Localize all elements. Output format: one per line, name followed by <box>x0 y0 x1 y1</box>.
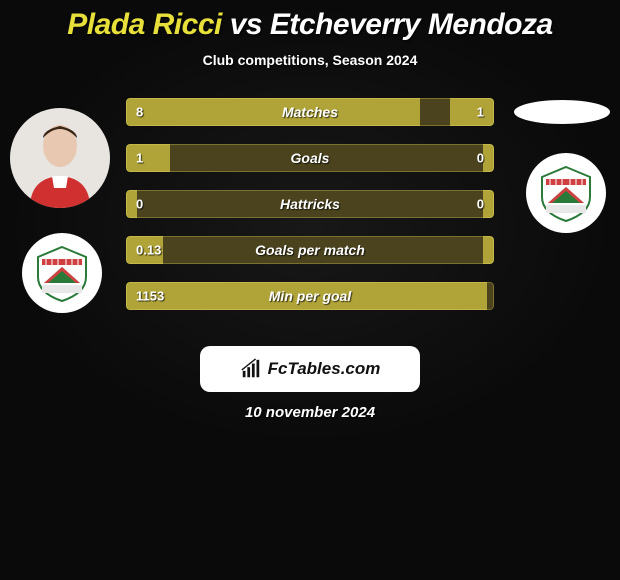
stat-row: 1 Goals 0 <box>126 144 494 172</box>
stat-label: Min per goal <box>269 288 351 304</box>
date-label: 10 november 2024 <box>0 404 620 421</box>
stat-right-value: 0 <box>477 197 484 212</box>
club-badge-icon <box>32 243 92 303</box>
stat-bar-right-fill <box>483 190 494 218</box>
stat-left-value: 1153 <box>136 289 164 304</box>
avatar-icon <box>10 108 110 208</box>
stat-bar-right-fill <box>483 144 494 172</box>
stat-bar-left-fill <box>126 98 420 126</box>
club-badge-icon <box>536 163 596 223</box>
stat-label: Matches <box>282 104 338 120</box>
player1-club-badge <box>22 233 102 313</box>
stat-right-value: 0 <box>477 151 484 166</box>
player2-avatar <box>514 100 610 124</box>
right-column <box>500 98 610 338</box>
stat-left-value: 0.13 <box>136 243 161 258</box>
player1-avatar <box>10 108 110 208</box>
stat-row: 1153 Min per goal <box>126 282 494 310</box>
left-column <box>10 98 120 338</box>
stats-table: 8 Matches 1 1 Goals 0 0 Hattricks 0 0.13 Goals per… <box>120 98 500 328</box>
vs-separator: vs <box>230 8 262 41</box>
brand-badge[interactable]: FcTables.com <box>200 346 420 392</box>
player2-club-badge <box>526 153 606 233</box>
stat-left-value: 1 <box>136 151 143 166</box>
stat-bar-right-fill <box>450 98 494 126</box>
stat-label: Hattricks <box>280 196 340 212</box>
main-content: 8 Matches 1 1 Goals 0 0 Hattricks 0 0.13 Goals per… <box>0 98 620 338</box>
stat-bar-right-fill <box>483 236 494 264</box>
stat-row: 8 Matches 1 <box>126 98 494 126</box>
subtitle: Club competitions, Season 2024 <box>0 52 620 68</box>
stat-left-value: 8 <box>136 105 143 120</box>
page-title: Plada Ricci vs Etcheverry Mendoza <box>0 8 620 42</box>
stat-bar-left-fill <box>126 144 170 172</box>
stat-label: Goals per match <box>255 242 365 258</box>
brand-text: FcTables.com <box>268 359 381 379</box>
stat-right-value: 1 <box>477 105 484 120</box>
stat-row: 0 Hattricks 0 <box>126 190 494 218</box>
stat-row: 0.13 Goals per match <box>126 236 494 264</box>
stat-left-value: 0 <box>136 197 143 212</box>
stat-label: Goals <box>291 150 330 166</box>
player2-name: Etcheverry Mendoza <box>270 8 553 41</box>
player1-name: Plada Ricci <box>67 8 222 41</box>
comparison-card: Plada Ricci vs Etcheverry Mendoza Club c… <box>0 0 620 450</box>
chart-icon <box>240 358 262 380</box>
